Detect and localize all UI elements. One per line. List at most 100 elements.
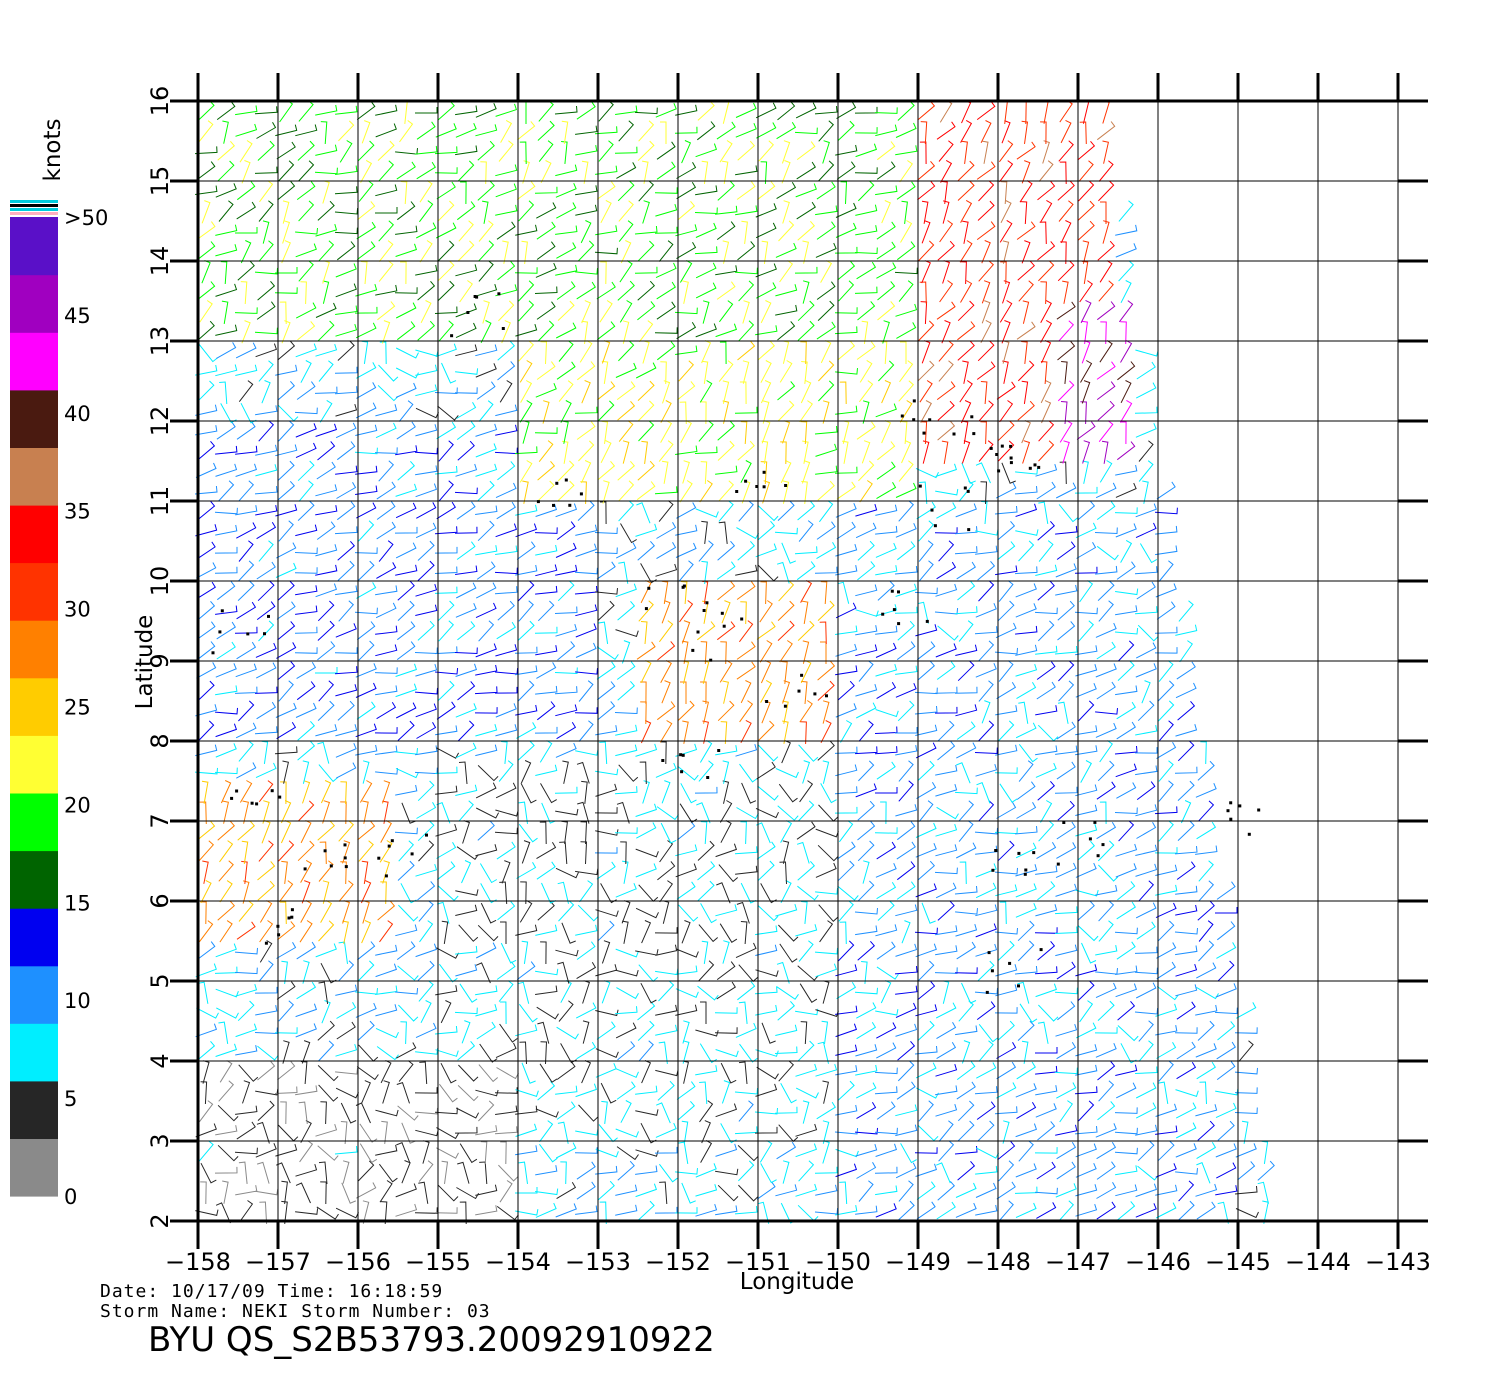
wind-barb bbox=[379, 341, 387, 365]
wind-barb bbox=[601, 360, 609, 384]
wind-barb bbox=[537, 1021, 550, 1044]
wind-barb bbox=[1056, 1141, 1077, 1160]
wind-barb bbox=[397, 600, 415, 621]
wind-barb bbox=[999, 219, 1013, 243]
wind-barb bbox=[802, 640, 810, 664]
longitude-tick-label: −156 bbox=[325, 1248, 391, 1276]
wind-barb bbox=[657, 641, 676, 661]
wind-barb bbox=[816, 321, 836, 340]
wind-barb bbox=[435, 343, 457, 358]
wind-barb bbox=[475, 1205, 498, 1216]
wind-barb bbox=[356, 221, 376, 240]
wind-barb bbox=[242, 880, 250, 904]
wind-barb bbox=[239, 140, 253, 163]
wind-barb bbox=[834, 1127, 859, 1135]
wind-barb bbox=[799, 983, 818, 1003]
wind-barb bbox=[798, 800, 815, 822]
wind-barb bbox=[675, 542, 697, 558]
wind-barb bbox=[835, 144, 858, 156]
wind-barb bbox=[739, 1043, 758, 1063]
wind-barb bbox=[701, 560, 708, 584]
longitude-tick-label: −146 bbox=[1125, 1248, 1191, 1276]
wind-barb bbox=[375, 985, 398, 995]
wind-barb bbox=[895, 1002, 917, 1018]
wind-barb bbox=[1116, 701, 1136, 720]
wind-barb bbox=[980, 421, 987, 445]
wind-barb bbox=[197, 821, 216, 841]
wind-barb bbox=[560, 1043, 577, 1064]
wind-barb bbox=[917, 760, 935, 781]
wind-barb bbox=[838, 280, 855, 302]
wind-barb bbox=[998, 440, 1015, 462]
wind-barb bbox=[315, 505, 338, 516]
wind-barb bbox=[857, 540, 875, 561]
wind-barb bbox=[639, 761, 647, 785]
wind-barb bbox=[281, 240, 291, 264]
wind-barb bbox=[1075, 804, 1098, 816]
wind-barb bbox=[574, 567, 598, 575]
wind-barb bbox=[1134, 1007, 1159, 1015]
wind-barb bbox=[342, 920, 349, 944]
wind-barb bbox=[1002, 360, 1009, 384]
wind-barb bbox=[257, 1061, 276, 1081]
wind-barb bbox=[937, 1180, 956, 1201]
wind-barb bbox=[538, 140, 554, 162]
wind-barb bbox=[555, 322, 577, 339]
wind-barb bbox=[696, 802, 711, 824]
wind-barb bbox=[1174, 1027, 1198, 1034]
wind-barb bbox=[295, 302, 317, 319]
wind-barb bbox=[961, 982, 977, 1004]
wind-barb bbox=[454, 487, 478, 495]
wind-barb bbox=[738, 1184, 759, 1202]
wind-barb bbox=[734, 1126, 758, 1135]
wind-barb bbox=[755, 203, 777, 218]
wind-barb bbox=[375, 944, 398, 956]
wind-barb bbox=[215, 364, 238, 377]
wind-barb bbox=[414, 1207, 438, 1214]
wind-barb bbox=[856, 261, 877, 280]
wind-barb bbox=[322, 280, 330, 304]
wind-barb bbox=[1116, 441, 1136, 461]
wind-barb bbox=[578, 720, 594, 742]
wind-barb bbox=[915, 822, 937, 838]
wind-barb bbox=[961, 462, 976, 484]
wind-barb bbox=[596, 681, 616, 701]
wind-barb bbox=[275, 267, 298, 274]
wind-barb bbox=[1114, 927, 1138, 935]
wind-barb bbox=[375, 963, 398, 978]
wind-barb bbox=[1057, 701, 1069, 724]
wind-barb bbox=[1195, 1004, 1218, 1016]
flagged-cell-marker bbox=[552, 503, 555, 507]
wind-barb bbox=[974, 987, 998, 995]
wind-barb bbox=[515, 1209, 539, 1216]
wind-barb bbox=[1060, 401, 1068, 425]
wind-barb bbox=[300, 281, 307, 305]
wind-barb bbox=[320, 780, 332, 804]
wind-barb bbox=[216, 342, 237, 359]
flagged-cell-marker bbox=[1037, 465, 1041, 469]
flagged-cell-marker bbox=[1056, 862, 1060, 866]
wind-barb bbox=[458, 924, 479, 942]
wind-barb bbox=[742, 360, 750, 384]
wind-barb bbox=[679, 600, 694, 623]
wind-barb bbox=[594, 547, 618, 555]
wind-barb bbox=[1081, 260, 1089, 284]
wind-barb bbox=[917, 181, 936, 201]
wind-barb bbox=[596, 1021, 616, 1040]
wind-barb bbox=[679, 401, 687, 425]
wind-barb bbox=[858, 1180, 874, 1202]
wind-barb bbox=[215, 524, 238, 536]
wind-barb bbox=[255, 343, 278, 358]
wind-barb bbox=[975, 904, 998, 917]
wind-barb bbox=[554, 686, 578, 695]
wind-barb bbox=[315, 564, 338, 576]
wind-barb bbox=[396, 321, 416, 341]
flagged-cell-marker bbox=[1023, 872, 1027, 876]
wind-barb bbox=[618, 220, 634, 242]
wind-barb bbox=[438, 480, 454, 502]
wind-barb bbox=[978, 1023, 998, 1043]
wind-barb bbox=[475, 283, 498, 297]
wind-barb bbox=[581, 300, 591, 324]
wind-barb bbox=[1040, 319, 1053, 343]
wind-barb bbox=[958, 820, 974, 842]
